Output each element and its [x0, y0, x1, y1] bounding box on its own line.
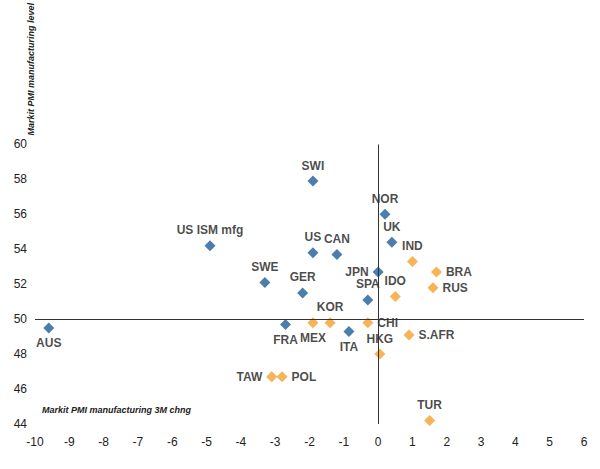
svg-text:-7: -7	[133, 435, 144, 449]
svg-text:58: 58	[14, 172, 28, 186]
svg-text:60: 60	[14, 137, 28, 151]
svg-text:CAN: CAN	[324, 232, 350, 246]
svg-text:-4: -4	[236, 435, 247, 449]
svg-text:IND: IND	[402, 239, 423, 253]
svg-text:FRA: FRA	[273, 333, 298, 347]
svg-text:Markit PMI manufacturing level: Markit PMI manufacturing level	[26, 3, 36, 136]
svg-text:-5: -5	[201, 435, 212, 449]
svg-text:IDO: IDO	[385, 274, 406, 288]
svg-text:RUS: RUS	[443, 281, 468, 295]
svg-text:-2: -2	[304, 435, 315, 449]
svg-text:BRA: BRA	[446, 265, 472, 279]
svg-text:US ISM mfg: US ISM mfg	[177, 223, 244, 237]
svg-text:AUS: AUS	[36, 336, 61, 350]
svg-text:54: 54	[14, 242, 28, 256]
svg-text:4: 4	[512, 435, 519, 449]
svg-text:-9: -9	[64, 435, 75, 449]
svg-text:3: 3	[478, 435, 485, 449]
svg-text:-6: -6	[167, 435, 178, 449]
svg-text:1: 1	[409, 435, 416, 449]
svg-text:6: 6	[581, 435, 588, 449]
svg-text:-8: -8	[98, 435, 109, 449]
svg-text:NOR: NOR	[372, 192, 399, 206]
svg-text:46: 46	[14, 382, 28, 396]
svg-text:Markit PMI manufacturing 3M ch: Markit PMI manufacturing 3M chng	[42, 405, 192, 415]
svg-text:TUR: TUR	[417, 398, 442, 412]
svg-text:UK: UK	[383, 220, 401, 234]
svg-text:HKG: HKG	[367, 332, 394, 346]
svg-text:44: 44	[14, 417, 28, 431]
svg-text:5: 5	[546, 435, 553, 449]
svg-text:S.AFR: S.AFR	[419, 328, 455, 342]
svg-text:ITA: ITA	[340, 340, 359, 354]
svg-text:US: US	[305, 230, 322, 244]
svg-text:-10: -10	[26, 435, 44, 449]
svg-text:SWI: SWI	[302, 159, 325, 173]
svg-text:50: 50	[14, 312, 28, 326]
svg-text:MEX: MEX	[300, 331, 326, 345]
svg-text:-1: -1	[338, 435, 349, 449]
svg-text:POL: POL	[292, 370, 317, 384]
svg-text:JPN: JPN	[345, 265, 369, 279]
svg-text:SPA: SPA	[356, 277, 380, 291]
svg-text:CHI: CHI	[377, 316, 398, 330]
svg-text:SWE: SWE	[251, 260, 278, 274]
svg-text:0: 0	[375, 435, 382, 449]
svg-text:GER: GER	[290, 270, 316, 284]
svg-text:-3: -3	[270, 435, 281, 449]
svg-text:2: 2	[443, 435, 450, 449]
svg-text:48: 48	[14, 347, 28, 361]
svg-text:TAW: TAW	[236, 370, 262, 384]
svg-text:52: 52	[14, 277, 28, 291]
svg-text:56: 56	[14, 207, 28, 221]
svg-text:KOR: KOR	[317, 300, 344, 314]
